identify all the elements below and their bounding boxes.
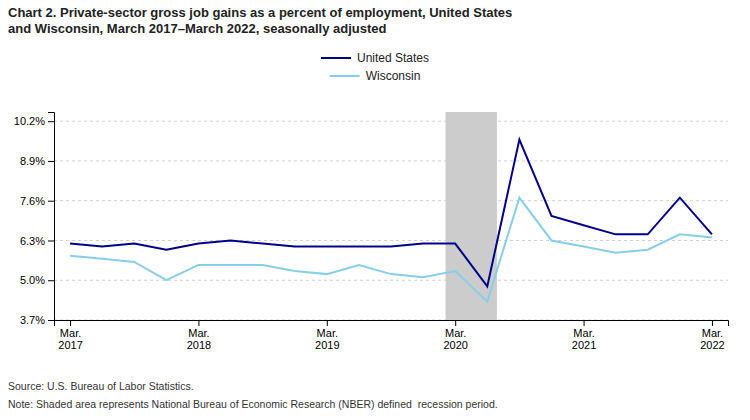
x-tick-label-line: Mar. bbox=[317, 327, 338, 339]
grid-line bbox=[54, 160, 728, 161]
x-tick-label-line: Mar. bbox=[573, 327, 594, 339]
x-tick-mark bbox=[70, 320, 71, 326]
x-tick-label-line: 2022 bbox=[700, 339, 724, 351]
y-tick-mark bbox=[48, 240, 54, 241]
x-tick-mark bbox=[327, 320, 328, 326]
x-tick-mark bbox=[584, 320, 585, 326]
grid-line bbox=[54, 240, 728, 241]
y-tick-mark bbox=[48, 201, 54, 202]
legend-item: Wisconsin bbox=[330, 69, 421, 83]
y-tick: 5.0% bbox=[20, 274, 54, 286]
x-tick-label-line: Mar. bbox=[445, 327, 466, 339]
chart-container: Chart 2. Private-sector gross job gains … bbox=[0, 0, 750, 420]
x-tick-label: Mar.2018 bbox=[187, 327, 211, 352]
x-tick-label: Mar.2017 bbox=[58, 327, 82, 352]
source: Source: U.S. Bureau of Labor Statistics. bbox=[8, 380, 194, 392]
y-tick: 7.6% bbox=[20, 195, 54, 207]
x-tick-label-line: 2018 bbox=[187, 339, 211, 351]
x-tick: Mar.2019 bbox=[315, 320, 339, 351]
x-tick-mark bbox=[455, 320, 456, 326]
note: Note: Shaded area represents National Bu… bbox=[8, 398, 498, 410]
y-tick: 10.2% bbox=[14, 115, 54, 127]
x-tick: Mar.2020 bbox=[443, 320, 467, 351]
legend: United States Wisconsin bbox=[321, 51, 429, 83]
x-tick-mark bbox=[198, 320, 199, 326]
y-tick: 3.7% bbox=[20, 314, 54, 326]
x-tick-label: Mar.2019 bbox=[315, 327, 339, 352]
x-axis: Mar.2017Mar.2018Mar.2019Mar.2020Mar.2021… bbox=[55, 320, 729, 351]
x-tick-label: Mar.2021 bbox=[572, 327, 596, 352]
grid-line bbox=[54, 200, 728, 201]
legend-swatch bbox=[330, 75, 360, 77]
legend-swatch bbox=[321, 57, 351, 59]
y-tick-label: 8.9% bbox=[20, 155, 45, 167]
grid-line bbox=[54, 280, 728, 281]
x-tick-label: Mar.2020 bbox=[443, 327, 467, 352]
series-line bbox=[70, 140, 712, 287]
y-axis-line bbox=[48, 113, 55, 321]
shaded-region bbox=[446, 112, 497, 320]
x-tick: Mar.2017 bbox=[58, 320, 82, 351]
x-tick-label-line: 2017 bbox=[58, 339, 82, 351]
y-tick-mark bbox=[48, 161, 54, 162]
y-tick-label: 3.7% bbox=[20, 314, 45, 326]
legend-label: Wisconsin bbox=[366, 69, 421, 83]
title-line: and Wisconsin, March 2017–March 2022, se… bbox=[8, 21, 387, 36]
y-tick: 6.3% bbox=[20, 234, 54, 246]
x-tick-mark bbox=[712, 320, 713, 326]
x-tick-label-line: Mar. bbox=[188, 327, 209, 339]
x-tick-label-line: Mar. bbox=[60, 327, 81, 339]
x-tick-label-line: 2019 bbox=[315, 339, 339, 351]
y-tick-label: 6.3% bbox=[20, 234, 45, 246]
series-line bbox=[70, 198, 712, 302]
x-tick-label-line: 2020 bbox=[443, 339, 467, 351]
grid-line bbox=[54, 121, 728, 122]
grid bbox=[54, 121, 728, 320]
y-tick: 8.9% bbox=[20, 155, 54, 167]
y-tick-mark bbox=[48, 121, 54, 122]
x-tick-label-line: Mar. bbox=[702, 327, 723, 339]
y-tick-label: 10.2% bbox=[14, 115, 45, 127]
y-tick-mark bbox=[48, 280, 54, 281]
x-tick: Mar.2021 bbox=[572, 320, 596, 351]
title-line: Chart 2. Private-sector gross job gains … bbox=[8, 5, 512, 20]
title: Chart 2. Private-sector gross job gains … bbox=[8, 5, 512, 36]
x-axis-line bbox=[55, 321, 729, 327]
plot-area bbox=[70, 112, 712, 320]
y-tick-label: 7.6% bbox=[20, 195, 45, 207]
y-tick-label: 5.0% bbox=[20, 274, 45, 286]
y-axis: 3.7% 5.0% 6.3% 7.6% 8.9% 10.2% bbox=[14, 113, 55, 327]
legend-label: United States bbox=[357, 51, 429, 65]
x-tick: Mar.2022 bbox=[700, 320, 724, 351]
x-tick-label-line: 2021 bbox=[572, 339, 596, 351]
chart-svg: Chart 2. Private-sector gross job gains … bbox=[0, 0, 750, 420]
x-tick-label: Mar.2022 bbox=[700, 327, 724, 352]
x-tick: Mar.2018 bbox=[187, 320, 211, 351]
y-tick-mark bbox=[48, 320, 54, 321]
legend-item: United States bbox=[321, 51, 429, 65]
